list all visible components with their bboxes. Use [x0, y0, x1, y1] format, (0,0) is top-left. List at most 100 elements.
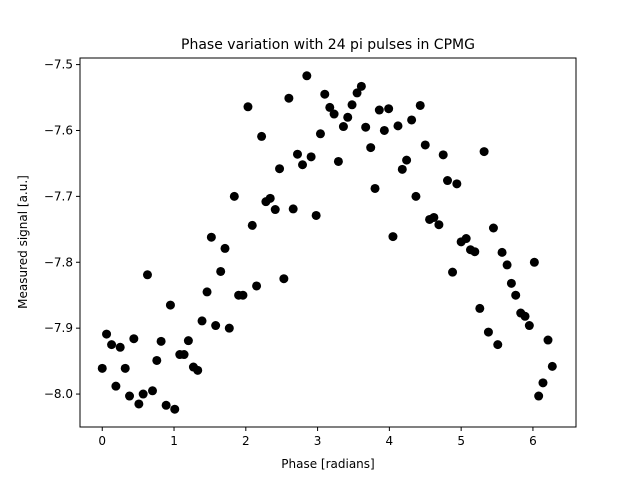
data-point: [374, 105, 384, 115]
data-point: [352, 88, 362, 98]
data-point: [370, 183, 380, 193]
data-point: [211, 321, 221, 331]
y-tick-label: −7.5: [44, 58, 73, 72]
data-point: [388, 232, 398, 242]
data-point: [129, 334, 139, 344]
data-point: [538, 378, 548, 388]
plot-frame: [79, 57, 577, 428]
data-point: [407, 115, 417, 125]
data-point: [279, 274, 289, 284]
data-point: [547, 361, 557, 371]
data-point: [202, 287, 212, 297]
data-point: [366, 143, 376, 153]
data-point: [361, 122, 371, 132]
data-point: [479, 147, 489, 157]
data-point: [183, 336, 193, 346]
data-point: [511, 290, 521, 300]
y-tick-label: −7.6: [44, 123, 73, 137]
data-point: [97, 363, 107, 373]
data-point: [275, 164, 285, 174]
data-point: [402, 155, 412, 165]
data-point: [134, 399, 144, 409]
data-point: [216, 266, 226, 276]
data-point: [356, 81, 366, 91]
data-point: [384, 104, 394, 114]
y-tick-label: −8.0: [44, 387, 73, 401]
data-point: [452, 179, 462, 189]
data-point: [488, 223, 498, 233]
x-tick-label: 2: [242, 434, 250, 448]
data-point: [438, 150, 448, 160]
y-tick-label: −7.7: [44, 189, 73, 203]
data-point: [302, 71, 312, 81]
data-point: [156, 336, 166, 346]
data-point: [229, 191, 239, 201]
data-point: [524, 321, 534, 331]
x-axis-label: Phase [radians]: [281, 457, 374, 471]
data-point: [320, 89, 330, 99]
data-point: [288, 204, 298, 214]
data-point: [333, 156, 343, 166]
data-point: [325, 102, 335, 112]
x-axis-ticks: 0 1 2 3 4 5 6: [98, 427, 537, 448]
x-tick-label: 5: [457, 434, 465, 448]
y-axis-ticks: −8.0 −7.9 −7.8 −7.7 −7.6 −7.5: [44, 58, 80, 401]
data-point: [443, 176, 453, 186]
chart-title: Phase variation with 24 pi pulses in CPM…: [181, 37, 475, 53]
data-point: [206, 232, 216, 242]
data-point: [461, 234, 471, 244]
data-point: [397, 164, 407, 174]
data-point: [347, 100, 357, 110]
x-tick-label: 4: [386, 434, 394, 448]
data-point: [165, 300, 175, 310]
data-point: [534, 391, 544, 401]
data-point: [247, 220, 257, 230]
data-point: [179, 350, 189, 360]
data-point: [298, 160, 308, 170]
data-point: [393, 121, 403, 131]
data-point: [193, 365, 203, 375]
data-point: [543, 335, 553, 345]
x-tick-label: 3: [314, 434, 322, 448]
data-point: [170, 404, 180, 414]
data-point: [142, 270, 152, 280]
data-point: [111, 381, 121, 391]
data-point: [311, 210, 321, 220]
data-point: [315, 129, 325, 139]
data-point: [434, 220, 444, 230]
data-points: [97, 71, 557, 414]
data-point: [125, 391, 135, 401]
data-point: [506, 278, 516, 288]
data-point: [497, 247, 507, 257]
y-tick-label: −7.9: [44, 321, 73, 335]
data-point: [102, 329, 112, 339]
data-point: [520, 311, 530, 321]
data-point: [415, 100, 425, 110]
data-point: [265, 193, 275, 203]
data-point: [475, 303, 485, 313]
y-tick-label: −7.8: [44, 255, 73, 269]
data-point: [329, 109, 339, 119]
data-point: [411, 191, 421, 201]
data-point: [252, 281, 262, 291]
data-point: [257, 131, 267, 141]
data-point: [483, 327, 493, 337]
data-point: [292, 149, 302, 159]
x-tick-label: 1: [170, 434, 178, 448]
data-point: [343, 112, 353, 122]
x-tick-label: 0: [98, 434, 106, 448]
data-point: [502, 260, 512, 270]
y-axis-label: Measured signal [a.u.]: [16, 175, 30, 309]
data-point: [429, 212, 439, 222]
data-point: [107, 340, 117, 350]
data-point: [529, 257, 539, 267]
data-point: [243, 102, 253, 112]
data-point: [197, 316, 207, 326]
data-point: [270, 205, 280, 215]
data-point: [148, 386, 157, 396]
data-point: [115, 342, 125, 352]
data-point: [220, 243, 230, 253]
data-point: [379, 125, 389, 135]
